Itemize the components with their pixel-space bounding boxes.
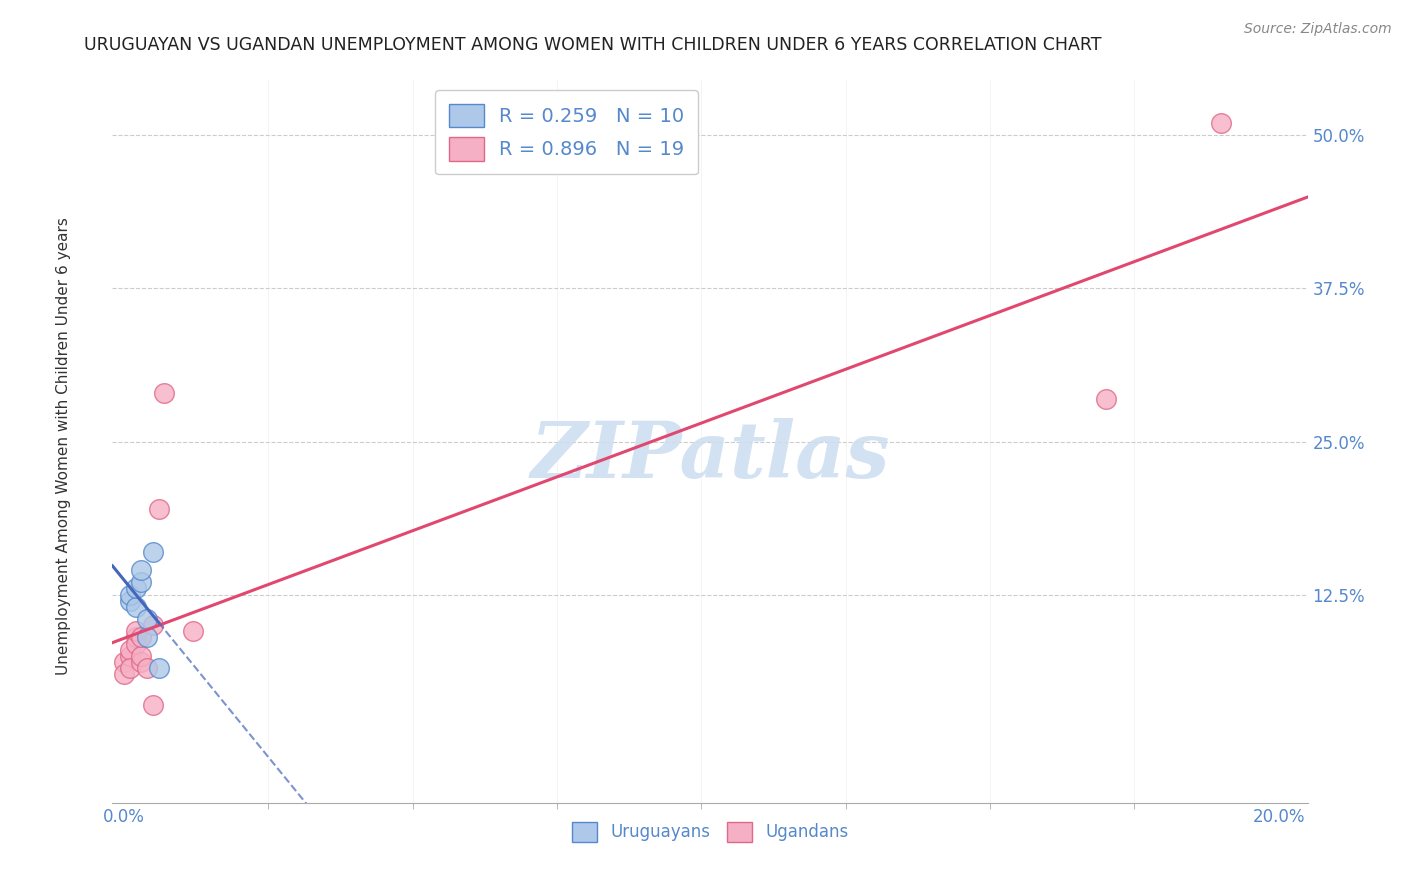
Point: [153, 385, 176, 400]
Point: [118, 648, 141, 663]
Point: [124, 624, 146, 639]
Point: [1209, 116, 1232, 130]
Legend: Uruguayans, Ugandans: Uruguayans, Ugandans: [565, 815, 855, 848]
Point: [148, 502, 170, 516]
Point: [124, 582, 146, 596]
Point: [131, 631, 153, 645]
Point: [142, 618, 165, 632]
Point: [136, 612, 159, 626]
Point: [124, 637, 146, 651]
Point: [1094, 392, 1116, 406]
Point: [136, 631, 159, 645]
Point: [131, 648, 153, 663]
Point: [136, 661, 159, 675]
Point: [142, 698, 165, 712]
Point: [118, 593, 141, 607]
Point: [112, 667, 135, 681]
Text: Unemployment Among Women with Children Under 6 years: Unemployment Among Women with Children U…: [56, 217, 70, 675]
Point: [131, 575, 153, 590]
Point: [142, 545, 165, 559]
Point: [131, 655, 153, 669]
Text: ZIPatlas: ZIPatlas: [530, 417, 890, 494]
Point: [118, 588, 141, 602]
Point: [118, 642, 141, 657]
Point: [131, 563, 153, 577]
Text: Source: ZipAtlas.com: Source: ZipAtlas.com: [1244, 22, 1392, 37]
Point: [181, 624, 204, 639]
Point: [118, 661, 141, 675]
Point: [112, 655, 135, 669]
Point: [124, 599, 146, 614]
Text: URUGUAYAN VS UGANDAN UNEMPLOYMENT AMONG WOMEN WITH CHILDREN UNDER 6 YEARS CORREL: URUGUAYAN VS UGANDAN UNEMPLOYMENT AMONG …: [84, 36, 1102, 54]
Point: [148, 661, 170, 675]
Point: [124, 631, 146, 645]
